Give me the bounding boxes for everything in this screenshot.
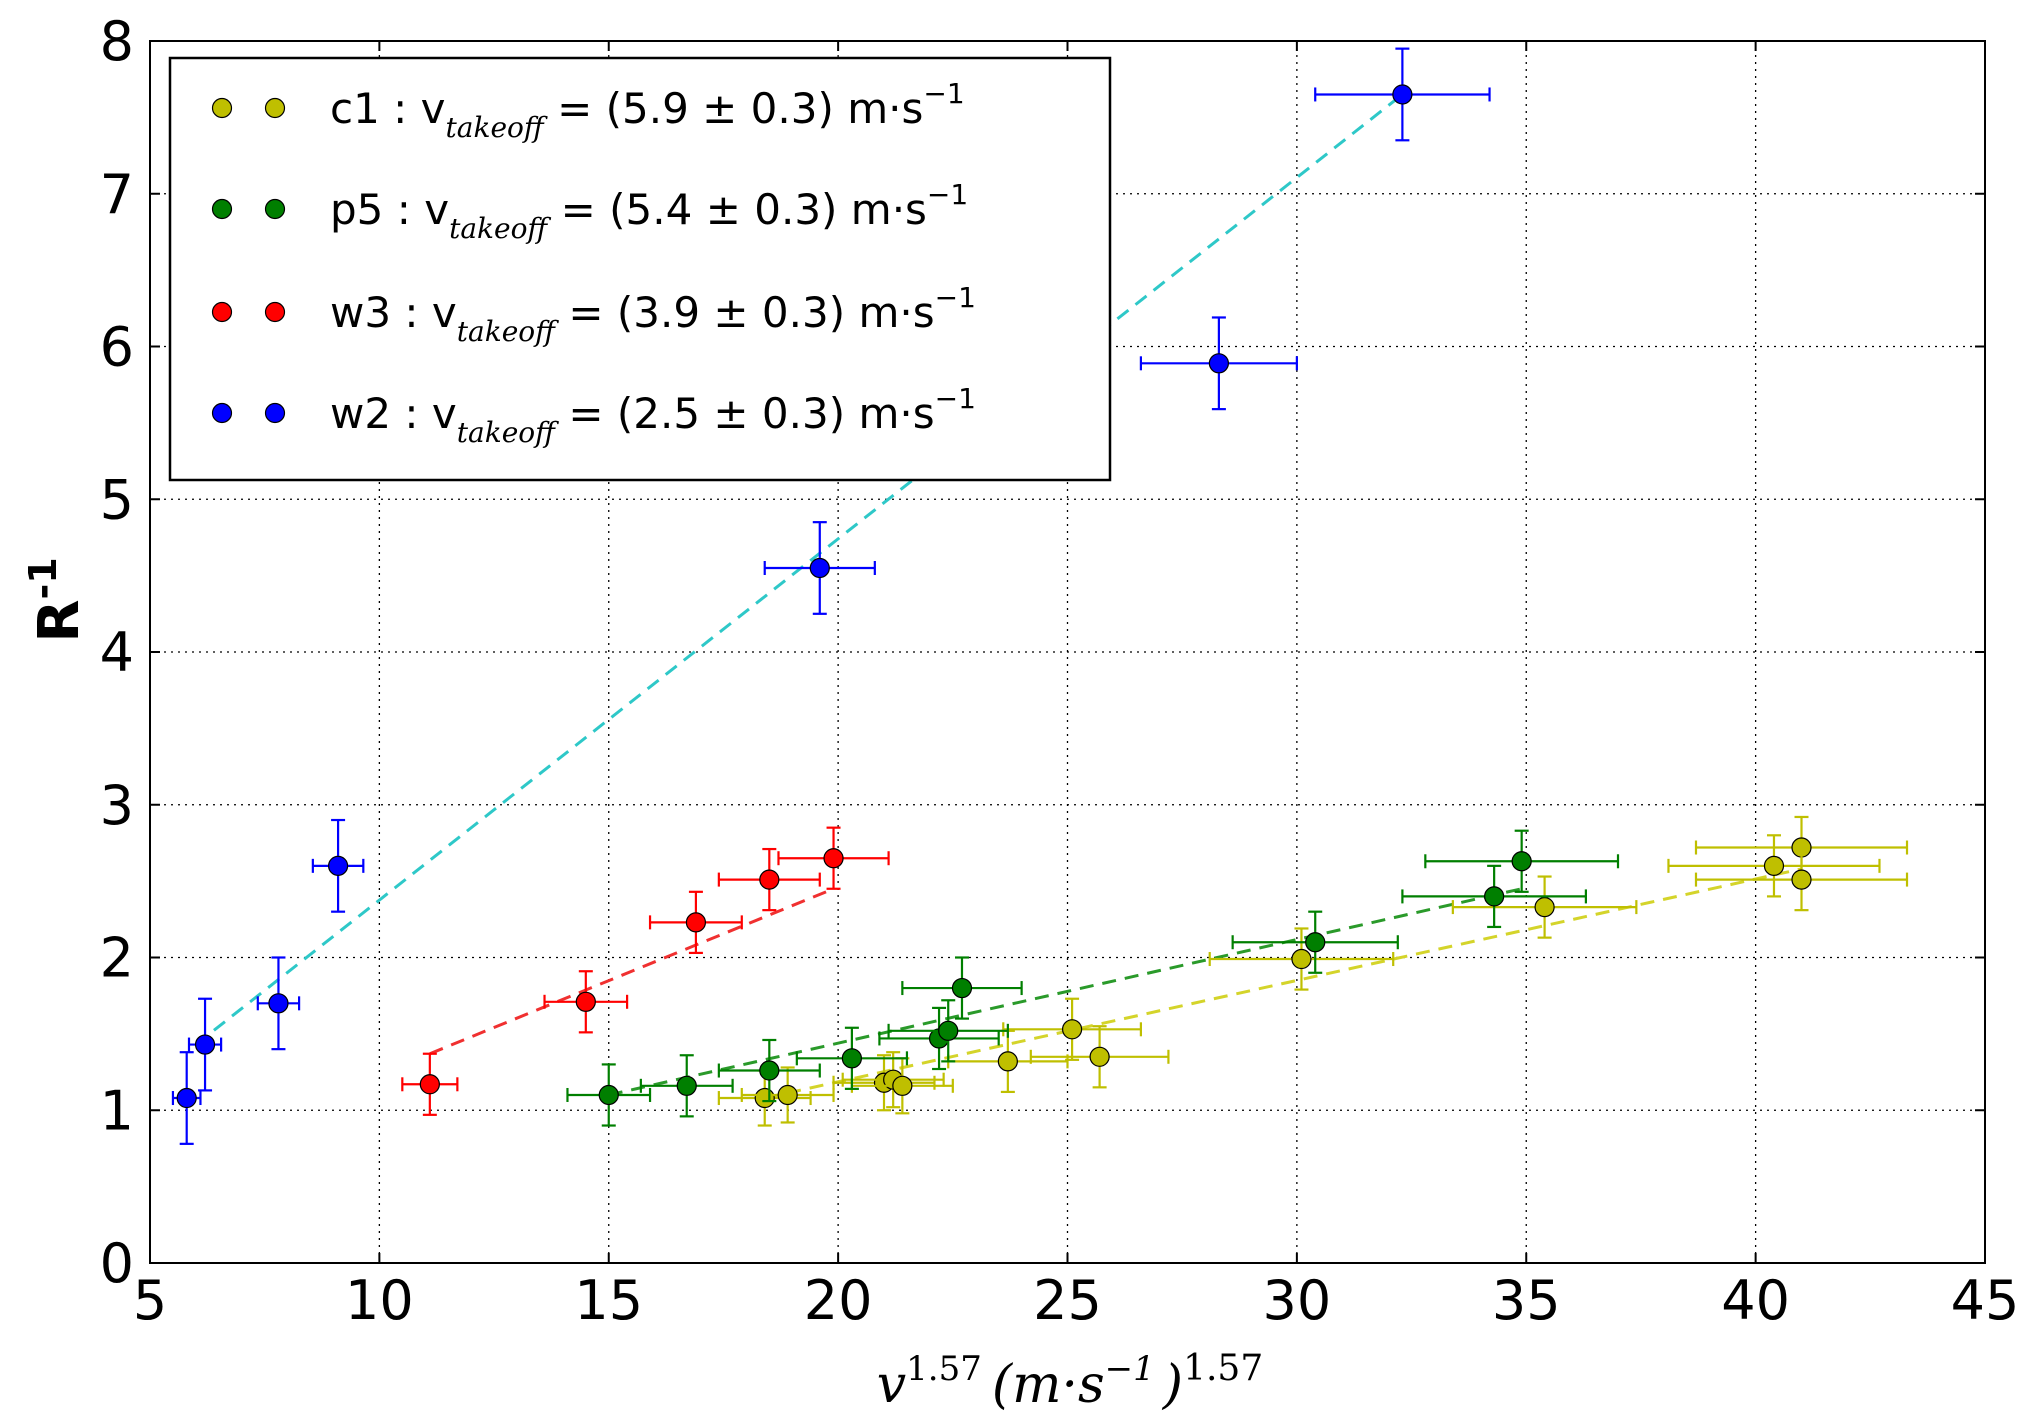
data-point-p5 (1511, 851, 1532, 872)
data-point-w2 (1208, 353, 1229, 374)
data-point-p5 (951, 977, 973, 999)
x-tick-label: 35 (1492, 1269, 1561, 1332)
legend-item-w2: w2 : vtakeoff = (2.5 ± 0.3) m·s−1 (211, 382, 976, 449)
data-point-c1 (1061, 1019, 1083, 1040)
data-point-p5 (938, 1020, 959, 1041)
data-point-c1 (777, 1084, 798, 1106)
y-tick-label: 7 (100, 163, 134, 226)
y-tick-label: 6 (100, 316, 134, 379)
data-point-w3 (575, 991, 596, 1012)
fit-line-w2 (194, 93, 1404, 1046)
data-points (171, 47, 1909, 1145)
legend-marker (264, 198, 286, 220)
data-point-p5 (598, 1084, 619, 1106)
fit-line-w3 (429, 887, 835, 1056)
data-point-w2 (176, 1087, 197, 1109)
data-point-w2 (809, 557, 830, 579)
legend-marker (264, 97, 286, 119)
x-axis-ticks: 5 10 15 20 25 30 35 40 45 (133, 41, 2020, 1332)
legend-label: p5 : vtakeoff = (5.4 ± 0.3) m·s−1 (330, 178, 968, 245)
legend-marker (211, 402, 233, 424)
data-point-w3 (823, 848, 844, 869)
legend-label: w2 : vtakeoff = (2.5 ± 0.3) m·s−1 (330, 382, 976, 449)
legend-label: w3 : vtakeoff = (3.9 ± 0.3) m·s−1 (330, 281, 976, 348)
data-point-p5 (676, 1075, 697, 1096)
data-point-p5 (759, 1060, 780, 1081)
data-point-p5 (841, 1048, 862, 1069)
legend-marker (264, 402, 286, 424)
x-tick-label: 30 (1263, 1269, 1332, 1332)
x-tick-label: 5 (133, 1269, 167, 1332)
series-c1 (717, 815, 1909, 1127)
y-tick-label: 3 (100, 774, 134, 837)
y-tick-label: 8 (100, 10, 134, 73)
data-point-c1 (997, 1051, 1018, 1072)
y-tick-label: 1 (100, 1079, 134, 1142)
legend-item-p5: p5 : vtakeoff = (5.4 ± 0.3) m·s−1 (211, 178, 968, 245)
x-tick-label: 15 (574, 1269, 643, 1332)
x-axis-label: v1.57 (m·s−1)1.57 (877, 1348, 1263, 1411)
fit-line-p5 (608, 887, 1522, 1097)
y-axis-label: R-1 (21, 557, 92, 642)
y-tick-label: 4 (100, 621, 134, 684)
x-tick-label: 10 (345, 1269, 414, 1332)
legend-item-c1: c1 : vtakeoff = (5.9 ± 0.3) m·s−1 (211, 77, 965, 144)
data-point-w3 (685, 912, 707, 933)
data-point-w2 (194, 1034, 216, 1055)
y-axis-ticks: 0 1 2 3 4 5 6 7 8 (100, 10, 1985, 1295)
data-point-p5 (1305, 932, 1326, 953)
x-tick-label: 25 (1033, 1269, 1102, 1332)
series-w2 (171, 47, 1491, 1145)
y-tick-label: 5 (100, 468, 134, 531)
legend-marker (211, 97, 233, 119)
series-w3 (401, 826, 890, 1116)
data-point-p5 (1484, 886, 1505, 907)
legend-label: c1 : vtakeoff = (5.9 ± 0.3) m·s−1 (330, 77, 965, 144)
series-p5 (566, 829, 1620, 1127)
data-point-c1 (754, 1087, 775, 1109)
legend-box (168, 56, 1112, 482)
data-point-c1 (1089, 1046, 1110, 1067)
legend-marker (211, 198, 233, 220)
x-tick-label: 20 (804, 1269, 873, 1332)
legend-item-w3: w3 : vtakeoff = (3.9 ± 0.3) m·s−1 (211, 281, 976, 348)
x-tick-label: 45 (1951, 1269, 2020, 1332)
legend: c1 : vtakeoff = (5.9 ± 0.3) m·s−1 p5 : vt… (168, 56, 1112, 482)
x-tick-label: 40 (1721, 1269, 1790, 1332)
data-point-c1 (1763, 855, 1785, 876)
data-point-w3 (759, 869, 780, 890)
data-point-c1 (1534, 896, 1555, 918)
legend-marker (264, 301, 286, 323)
data-point-c1 (892, 1075, 913, 1096)
data-point-c1 (1291, 948, 1312, 970)
y-tick-label: 2 (100, 927, 134, 990)
data-point-w2 (327, 855, 349, 876)
y-tick-label: 0 (100, 1232, 134, 1295)
data-point-c1 (1791, 869, 1812, 890)
data-point-w2 (1392, 84, 1413, 105)
data-point-w3 (419, 1074, 440, 1095)
legend-marker (211, 301, 233, 323)
data-point-w2 (268, 993, 289, 1014)
